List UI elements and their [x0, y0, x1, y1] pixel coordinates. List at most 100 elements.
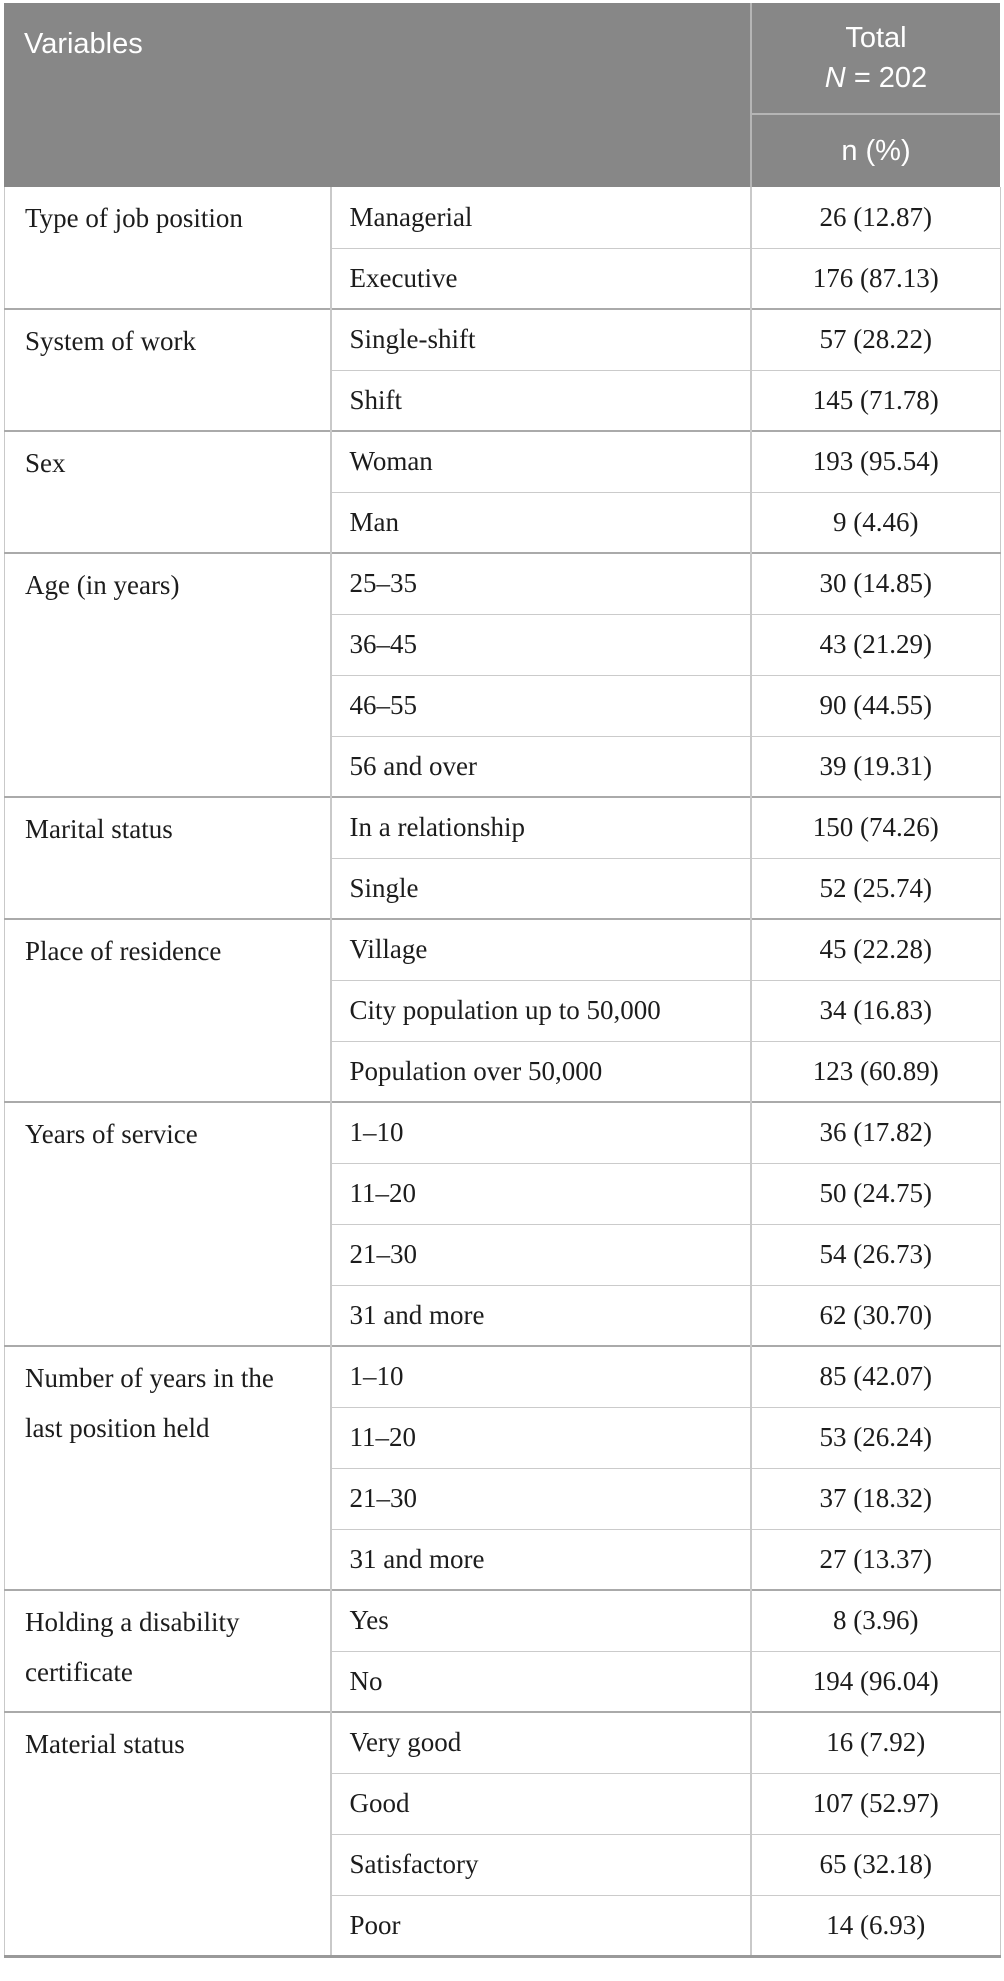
table-row: Age (in years) 25–35 30 (14.85): [4, 552, 1001, 797]
value-cell: 193 (95.54): [750, 430, 1001, 492]
table-row: Shift 145 (71.78): [5, 369, 1001, 431]
category-cell: Shift: [330, 369, 752, 431]
value-cell: 52 (25.74): [750, 857, 1001, 919]
category-cell: In a relationship: [330, 796, 752, 858]
category-cell: City population up to 50,000: [330, 979, 752, 1041]
category-cell: Single-shift: [330, 308, 752, 370]
n-value: = 202: [853, 62, 928, 94]
value-cell: 30 (14.85): [750, 552, 1001, 614]
value-cell: 107 (52.97): [750, 1772, 1001, 1834]
value-cell: 34 (16.83): [750, 979, 1001, 1041]
table-row: Sex Woman 193 (95.54): [4, 430, 1001, 553]
variable-group-cell: Place of residence: [4, 918, 332, 1102]
table-row: Material status Very good 16 (7.92): [4, 1711, 1001, 1956]
value-cell: 14 (6.93): [750, 1894, 1001, 1956]
demographics-table-body: Type of job position Managerial 26 (12.87)…: [4, 187, 1001, 1958]
variable-group-cell: Sex: [4, 430, 332, 553]
value-cell: 43 (21.29): [750, 613, 1001, 675]
table-row: Marital status In a relationship 150 (74.2…: [4, 796, 1001, 919]
variables-header-cell: Variables: [4, 3, 750, 187]
variable-group-cell: Years of service: [4, 1101, 332, 1346]
variables-header-label: Variables: [24, 28, 143, 60]
category-cell: Yes: [330, 1589, 752, 1651]
table-row: Single 52 (25.74): [5, 857, 1001, 919]
category-cell: 1–10: [330, 1101, 752, 1163]
table-row: Executive 176 (87.13): [5, 247, 1001, 309]
table-row: Satisfactory 65 (32.18): [5, 1833, 1001, 1895]
table-row: 21–30 37 (18.32): [5, 1467, 1001, 1529]
category-cell: Man: [330, 491, 752, 553]
value-cell: 54 (26.73): [750, 1223, 1001, 1285]
table-row: Number of years in the last position hel…: [4, 1345, 1001, 1590]
table-row: Good 107 (52.97): [5, 1772, 1001, 1834]
value-cell: 39 (19.31): [750, 735, 1001, 797]
table-row: Holding a disability certificate Yes 8 (3.…: [4, 1589, 1001, 1712]
category-cell: Executive: [330, 247, 752, 309]
total-header-cell: Total N = 202: [752, 3, 1000, 113]
table-row: Years of service 1–10 36 (17.82): [4, 1101, 1001, 1346]
category-cell: 1–10: [330, 1345, 752, 1407]
category-cell: 36–45: [330, 613, 752, 675]
variable-group-cell: Holding a disability certificate: [4, 1589, 332, 1712]
table-row: Man 9 (4.46): [5, 491, 1001, 553]
category-cell: Satisfactory: [330, 1833, 752, 1895]
table-row: Poor 14 (6.93): [5, 1894, 1001, 1956]
value-cell: 176 (87.13): [750, 247, 1001, 309]
value-cell: 194 (96.04): [750, 1650, 1001, 1712]
table-row: 31 and more 62 (30.70): [5, 1284, 1001, 1346]
value-cell: 37 (18.32): [750, 1467, 1001, 1529]
table-row: 31 and more 27 (13.37): [5, 1528, 1001, 1590]
category-cell: 31 and more: [330, 1284, 752, 1346]
category-cell: 21–30: [330, 1223, 752, 1285]
category-cell: 56 and over: [330, 735, 752, 797]
variable-group-cell: Type of job position: [4, 187, 332, 309]
table-row: Population over 50,000 123 (60.89): [5, 1040, 1001, 1102]
category-cell: 46–55: [330, 674, 752, 736]
total-label: Total: [845, 22, 907, 54]
participants-table: Variables Total N = 202 n (%) Type of jo…: [4, 3, 1001, 1958]
table-row: 11–20 50 (24.75): [5, 1162, 1001, 1224]
value-cell: 50 (24.75): [750, 1162, 1001, 1224]
value-cell: 90 (44.55): [750, 674, 1001, 736]
category-cell: Woman: [330, 430, 752, 492]
variable-group-cell: Number of years in the last position hel…: [4, 1345, 332, 1590]
npct-label: n (%): [841, 134, 911, 167]
category-cell: Population over 50,000: [330, 1040, 752, 1102]
value-cell: 27 (13.37): [750, 1528, 1001, 1590]
value-cell: 26 (12.87): [819, 201, 932, 232]
value-cell: 85 (42.07): [750, 1345, 1001, 1407]
value-cell: 36 (17.82): [750, 1101, 1001, 1163]
variable-group-cell: Marital status: [4, 796, 332, 919]
value-cell: 53 (26.24): [750, 1406, 1001, 1468]
value-cell: 123 (60.89): [750, 1040, 1001, 1102]
category-cell: Single: [330, 857, 752, 919]
table-row: System of work Single-shift 57 (28.22): [4, 308, 1001, 431]
sample-size-label: N = 202: [825, 58, 927, 98]
table-row: 11–20 53 (26.24): [5, 1406, 1001, 1468]
category-cell: No: [330, 1650, 752, 1712]
npct-header-cell: n (%): [752, 113, 1000, 187]
category-cell: Very good: [330, 1711, 752, 1773]
value-cell: 57 (28.22): [750, 308, 1001, 370]
value-cell: 16 (7.92): [750, 1711, 1001, 1773]
value-cell: 145 (71.78): [750, 369, 1001, 431]
category-cell: 11–20: [330, 1406, 752, 1468]
category-cell: Good: [330, 1772, 752, 1834]
total-column-header: Total N = 202 n (%): [750, 3, 1000, 187]
table-header: Variables Total N = 202 n (%): [4, 3, 1000, 187]
value-cell: 65 (32.18): [750, 1833, 1001, 1895]
category-cell: Poor: [330, 1894, 752, 1956]
table-row: 46–55 90 (44.55): [5, 674, 1001, 736]
category-cell: 25–35: [330, 552, 752, 614]
category-cell: 31 and more: [330, 1528, 752, 1590]
value-cell: 150 (74.26): [750, 796, 1001, 858]
category-cell: 21–30: [330, 1467, 752, 1529]
table-row: 21–30 54 (26.73): [5, 1223, 1001, 1285]
variable-group-cell: System of work: [4, 308, 332, 431]
table-body: Type of job position Managerial 26 (12.87)…: [4, 187, 1001, 1956]
category-cell: 11–20: [330, 1162, 752, 1224]
n-symbol: N: [824, 62, 846, 94]
value-cell: 45 (22.28): [750, 918, 1001, 980]
table-row: Type of job position Managerial 26 (12.87): [4, 187, 1001, 309]
